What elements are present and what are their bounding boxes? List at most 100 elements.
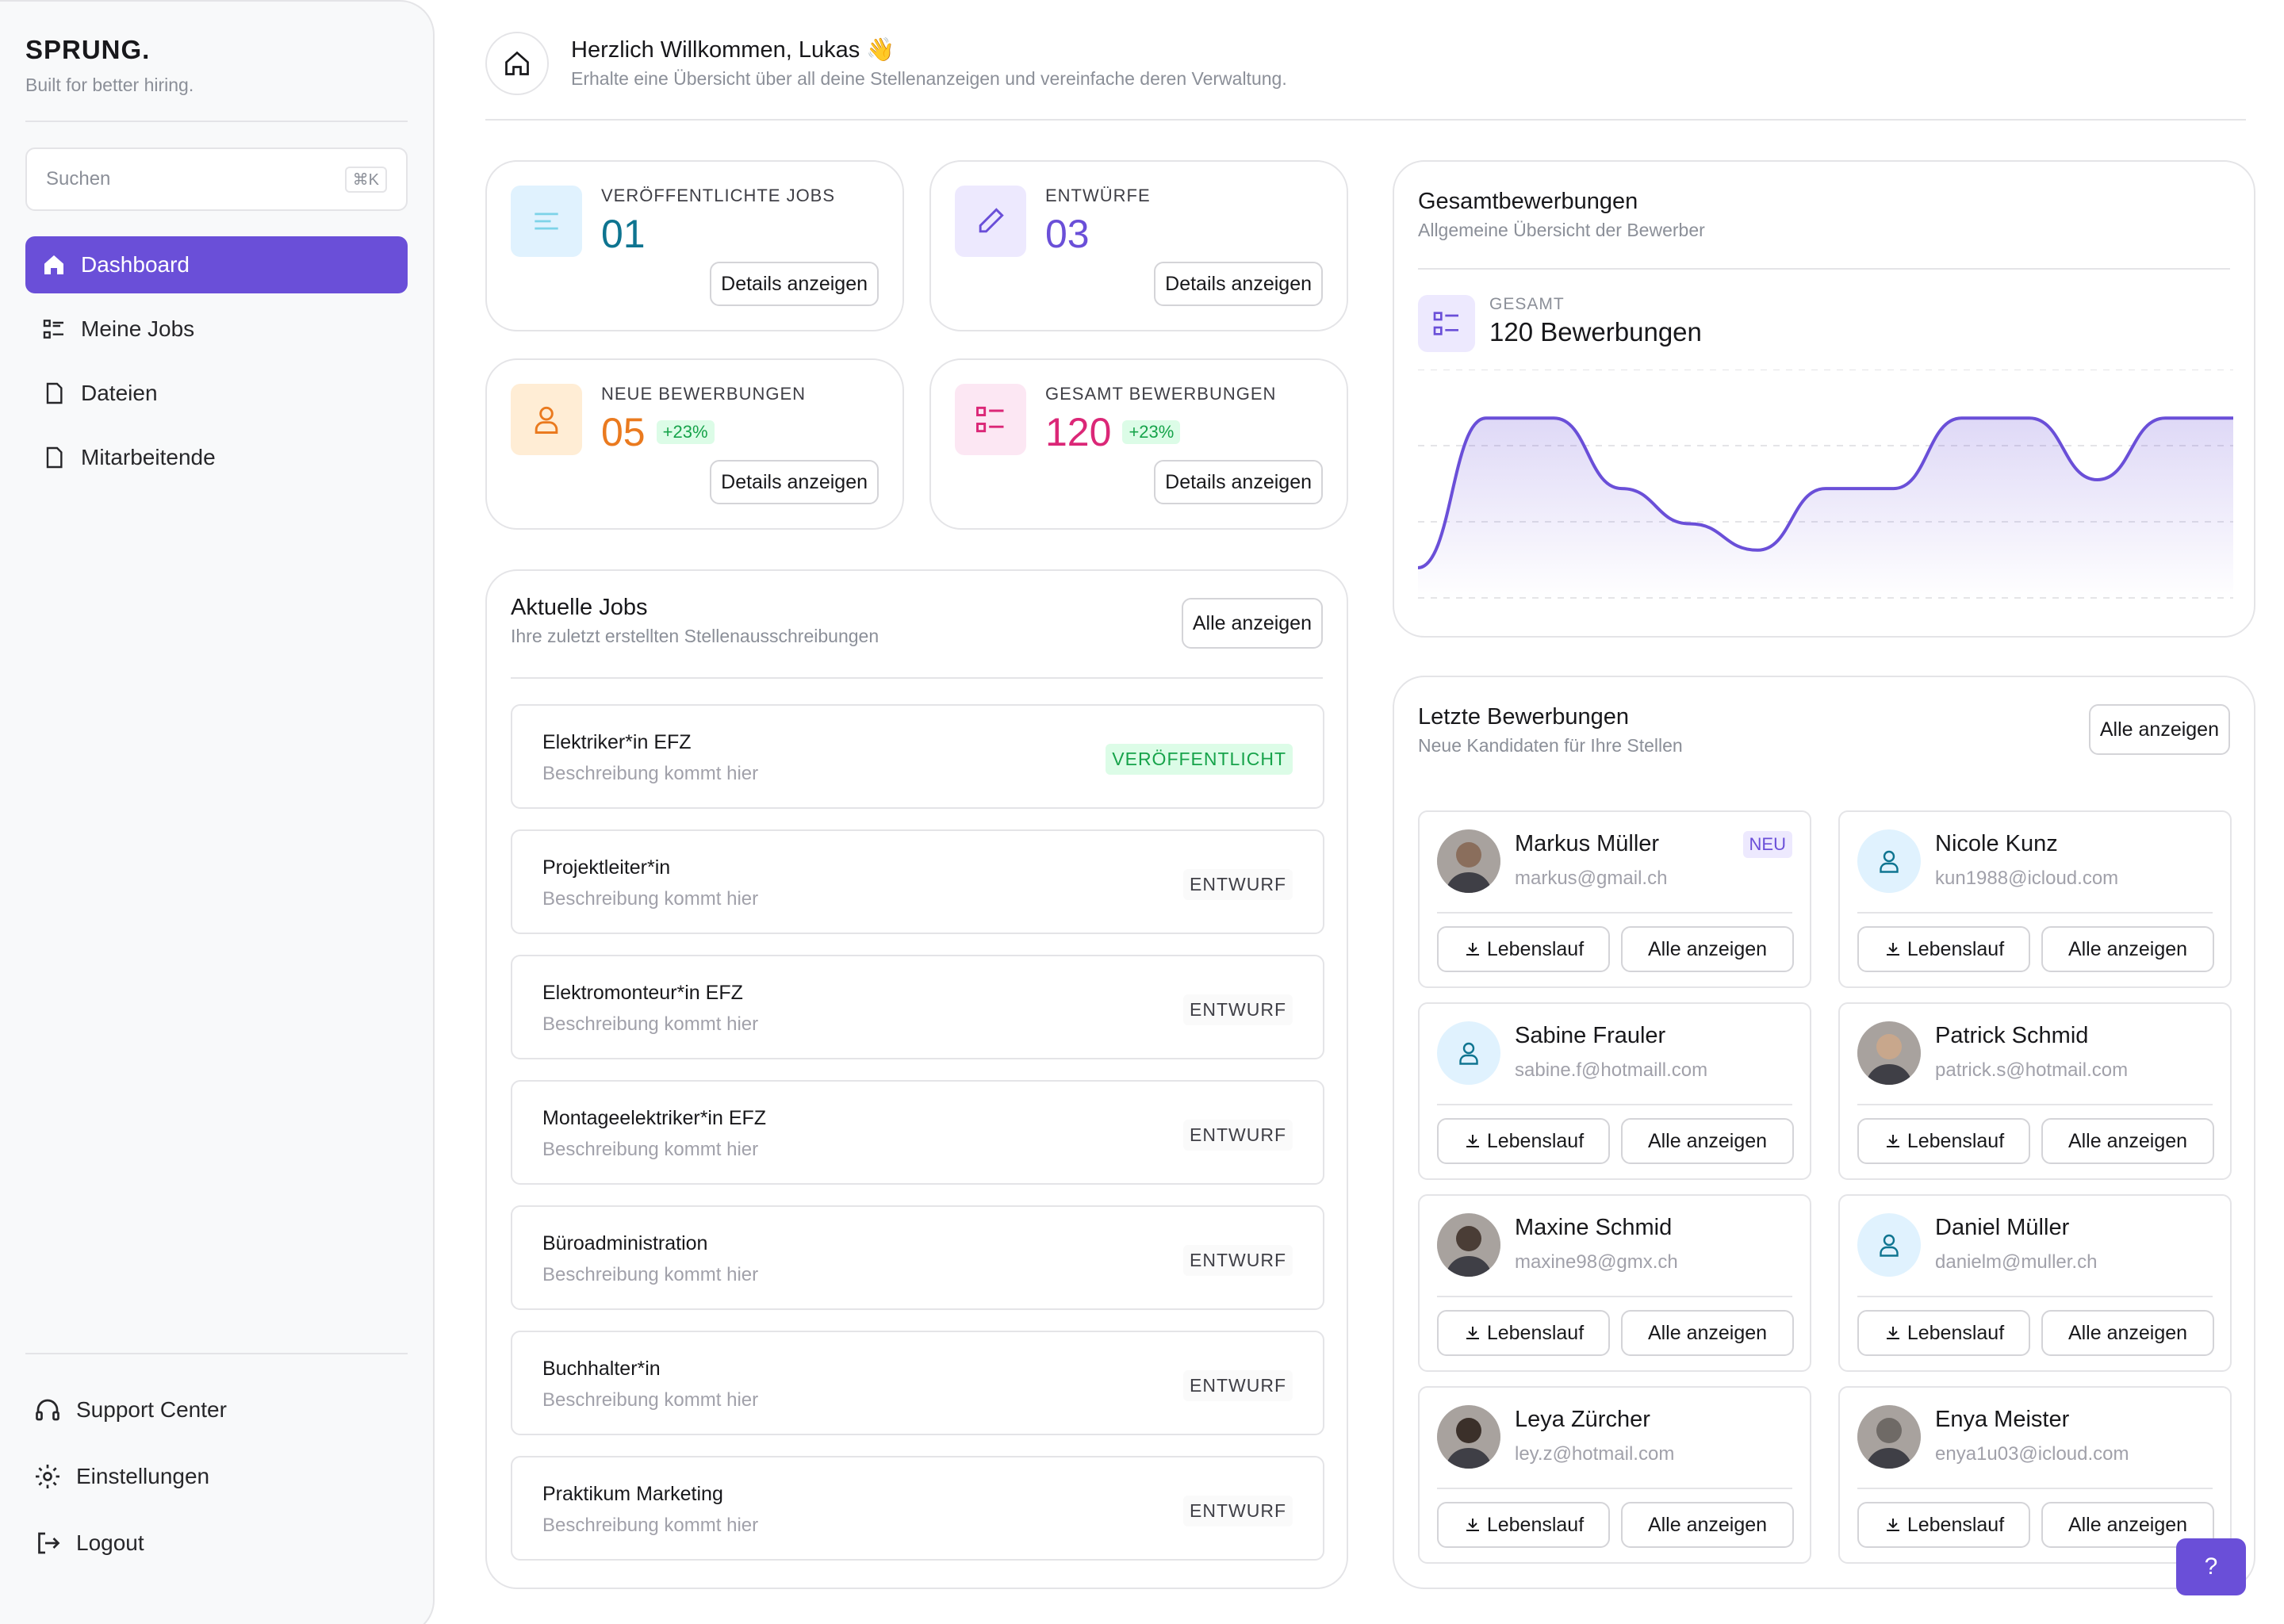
details-button[interactable]: Details anzeigen xyxy=(1154,262,1323,306)
text-lines-icon xyxy=(511,186,582,257)
cv-download-button[interactable]: Lebenslauf xyxy=(1857,1310,2030,1356)
job-row[interactable]: Elektromonteur*in EFZ Beschreibung kommt… xyxy=(511,955,1324,1059)
jobs-header: Aktuelle Jobs Ihre zuletzt erstellten St… xyxy=(511,595,879,647)
bottom-nav: Support Center Einstellungen Logout xyxy=(32,1377,227,1576)
applicant-email: patrick.s@hotmail.com xyxy=(1935,1059,2129,1081)
nav-item-mitarbeitende[interactable]: Mitarbeitende xyxy=(25,429,408,486)
help-button[interactable]: ? xyxy=(2176,1538,2246,1595)
download-icon xyxy=(1886,943,1899,956)
cv-download-button[interactable]: Lebenslauf xyxy=(1437,1118,1610,1164)
nav-label: Dashboard xyxy=(81,252,190,277)
user-icon xyxy=(1857,829,1921,893)
job-title: Projektleiter*in xyxy=(542,856,671,879)
nav-item-dashboard[interactable]: Dashboard xyxy=(25,236,408,293)
search-placeholder: Suchen xyxy=(46,168,111,190)
view-applicant-button[interactable]: Alle anzeigen xyxy=(1621,1310,1794,1356)
nav-item-settings[interactable]: Einstellungen xyxy=(32,1443,227,1510)
search-shortcut: ⌘K xyxy=(344,166,387,193)
job-title: Elektriker*in EFZ xyxy=(542,731,692,753)
applicant-card[interactable]: Markus Müller markus@gmail.ch NEU Lebens… xyxy=(1418,810,1811,988)
stat-value-row: 03 xyxy=(1045,211,1090,257)
stat-card-drafts: ENTWÜRFE 03 Details anzeigen xyxy=(929,160,1348,331)
applicant-card[interactable]: Enya Meister enya1u03@icloud.com Lebensl… xyxy=(1838,1386,2232,1564)
details-button[interactable]: Details anzeigen xyxy=(1154,460,1323,504)
status-badge: ENTWURF xyxy=(1183,1496,1293,1526)
cv-label: Lebenslauf xyxy=(1486,937,1585,960)
cv-download-button[interactable]: Lebenslauf xyxy=(1857,1502,2030,1548)
applicant-email: ley.z@hotmail.com xyxy=(1515,1443,1675,1465)
applicant-name: Patrick Schmid xyxy=(1935,1023,2089,1048)
pencil-icon xyxy=(955,186,1026,257)
divider xyxy=(1437,912,1792,914)
page-header: Herzlich Willkommen, Lukas 👋 Erhalte ein… xyxy=(485,32,2246,121)
applicant-email: enya1u03@icloud.com xyxy=(1935,1443,2129,1465)
cv-download-button[interactable]: Lebenslauf xyxy=(1437,1310,1610,1356)
page-subtitle: Erhalte eine Übersicht über all deine St… xyxy=(571,68,1287,89)
home-button[interactable] xyxy=(485,32,549,95)
job-row[interactable]: Praktikum Marketing Beschreibung kommt h… xyxy=(511,1456,1324,1561)
details-button[interactable]: Details anzeigen xyxy=(710,460,879,504)
nav-label: Dateien xyxy=(81,381,158,405)
job-description: Beschreibung kommt hier xyxy=(542,888,759,910)
area-fill xyxy=(1418,418,2233,599)
job-row[interactable]: Projektleiter*in Beschreibung kommt hier… xyxy=(511,829,1324,934)
avatar xyxy=(1437,1213,1500,1277)
job-row[interactable]: Büroadministration Beschreibung kommt hi… xyxy=(511,1205,1324,1310)
divider xyxy=(1418,268,2230,270)
nav-item-meine-jobs[interactable]: Meine Jobs xyxy=(25,301,408,358)
search-input[interactable]: Suchen ⌘K xyxy=(25,147,408,211)
jobs-title: Aktuelle Jobs xyxy=(511,595,648,620)
nav-item-support[interactable]: Support Center xyxy=(32,1377,227,1443)
overview-kpi: GESAMT 120 Bewerbungen xyxy=(1489,295,1702,347)
applicant-card[interactable]: Maxine Schmid maxine98@gmx.ch Lebenslauf… xyxy=(1418,1194,1811,1372)
sidebar: SPRUNG. Built for better hiring. Suchen … xyxy=(0,0,435,1624)
cv-label: Lebenslauf xyxy=(1907,937,2005,960)
brand-logo[interactable]: SPRUNG. xyxy=(25,35,151,64)
status-badge: ENTWURF xyxy=(1183,1370,1293,1401)
nav-item-dateien[interactable]: Dateien xyxy=(25,365,408,422)
divider xyxy=(1857,1296,2213,1297)
applications-area-chart xyxy=(1418,370,2233,599)
show-all-jobs-button[interactable]: Alle anzeigen xyxy=(1181,598,1323,649)
view-applicant-button[interactable]: Alle anzeigen xyxy=(2041,1118,2214,1164)
view-applicant-button[interactable]: Alle anzeigen xyxy=(1621,1118,1794,1164)
cv-download-button[interactable]: Lebenslauf xyxy=(1857,926,2030,972)
view-applicant-button[interactable]: Alle anzeigen xyxy=(2041,1502,2214,1548)
applicants-title: Letzte Bewerbungen xyxy=(1418,704,1630,730)
stat-value-row: 01 xyxy=(601,211,646,257)
nav-item-logout[interactable]: Logout xyxy=(32,1510,227,1576)
cv-label: Lebenslauf xyxy=(1486,1321,1585,1344)
applicant-card[interactable]: Leya Zürcher ley.z@hotmail.com Lebenslau… xyxy=(1418,1386,1811,1564)
show-all-applicants-button[interactable]: Alle anzeigen xyxy=(2088,704,2230,755)
view-applicant-button[interactable]: Alle anzeigen xyxy=(1621,1502,1794,1548)
applicant-name: Nicole Kunz xyxy=(1935,831,2058,856)
status-badge: ENTWURF xyxy=(1183,994,1293,1025)
details-button[interactable]: Details anzeigen xyxy=(710,262,879,306)
job-title: Elektromonteur*in EFZ xyxy=(542,982,743,1004)
series-line xyxy=(1418,416,2233,569)
home-icon xyxy=(505,51,529,75)
stat-label: GESAMT BEWERBUNGEN xyxy=(1045,384,1277,404)
list-icon xyxy=(40,315,68,343)
applicant-card[interactable]: Patrick Schmid patrick.s@hotmail.com Leb… xyxy=(1838,1002,2232,1180)
download-icon xyxy=(1466,1135,1479,1147)
applicant-card[interactable]: Nicole Kunz kun1988@icloud.com Lebenslau… xyxy=(1838,810,2232,988)
view-applicant-button[interactable]: Alle anzeigen xyxy=(2041,1310,2214,1356)
applicant-name: Sabine Frauler xyxy=(1515,1023,1666,1048)
cv-download-button[interactable]: Lebenslauf xyxy=(1437,926,1610,972)
cv-download-button[interactable]: Lebenslauf xyxy=(1857,1118,2030,1164)
view-applicant-button[interactable]: Alle anzeigen xyxy=(1621,926,1794,972)
applicant-card[interactable]: Sabine Frauler sabine.f@hotmaill.com Leb… xyxy=(1418,1002,1811,1180)
brand: SPRUNG. Built for better hiring. xyxy=(25,35,194,96)
divider xyxy=(1857,1488,2213,1489)
applicant-email: maxine98@gmx.ch xyxy=(1515,1251,1678,1273)
job-row[interactable]: Elektriker*in EFZ Beschreibung kommt hie… xyxy=(511,704,1324,809)
job-row[interactable]: Buchhalter*in Beschreibung kommt hier EN… xyxy=(511,1331,1324,1435)
view-applicant-button[interactable]: Alle anzeigen xyxy=(2041,926,2214,972)
applicant-card[interactable]: Daniel Müller danielm@muller.ch Lebensla… xyxy=(1838,1194,2232,1372)
divider xyxy=(511,677,1323,679)
cv-download-button[interactable]: Lebenslauf xyxy=(1437,1502,1610,1548)
job-title: Buchhalter*in xyxy=(542,1358,661,1380)
applicant-email: kun1988@icloud.com xyxy=(1935,868,2119,889)
job-row[interactable]: Montageelektriker*in EFZ Beschreibung ko… xyxy=(511,1080,1324,1185)
